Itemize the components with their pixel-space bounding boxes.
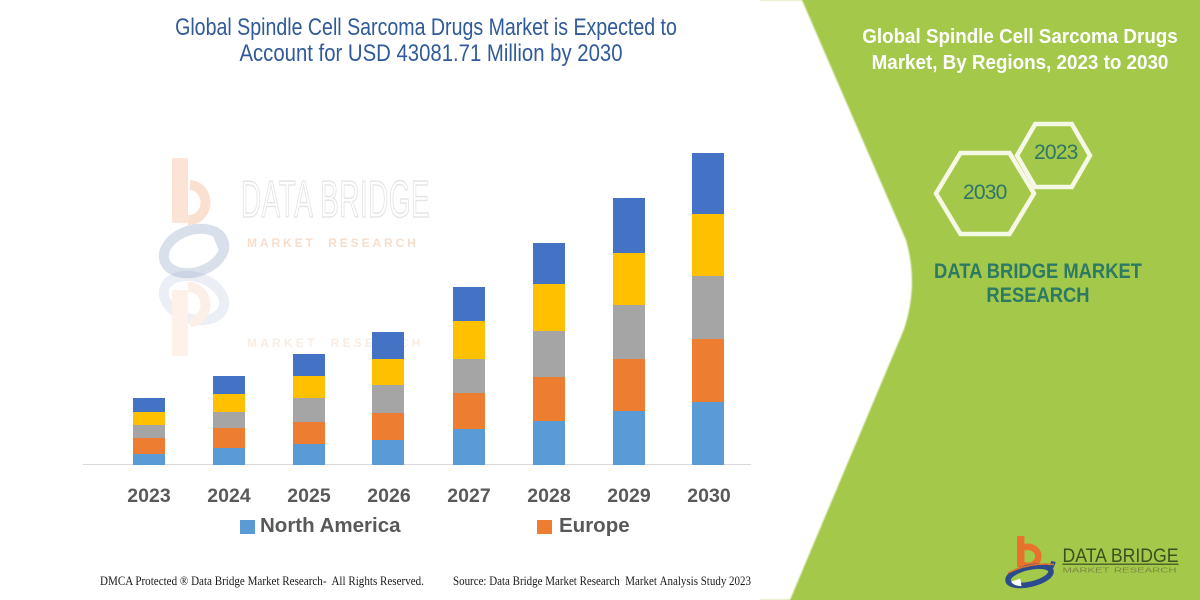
svg-text:DATA BRIDGE: DATA BRIDGE	[1063, 545, 1179, 567]
svg-text:MARKET RESEARCH: MARKET RESEARCH	[1063, 566, 1177, 575]
